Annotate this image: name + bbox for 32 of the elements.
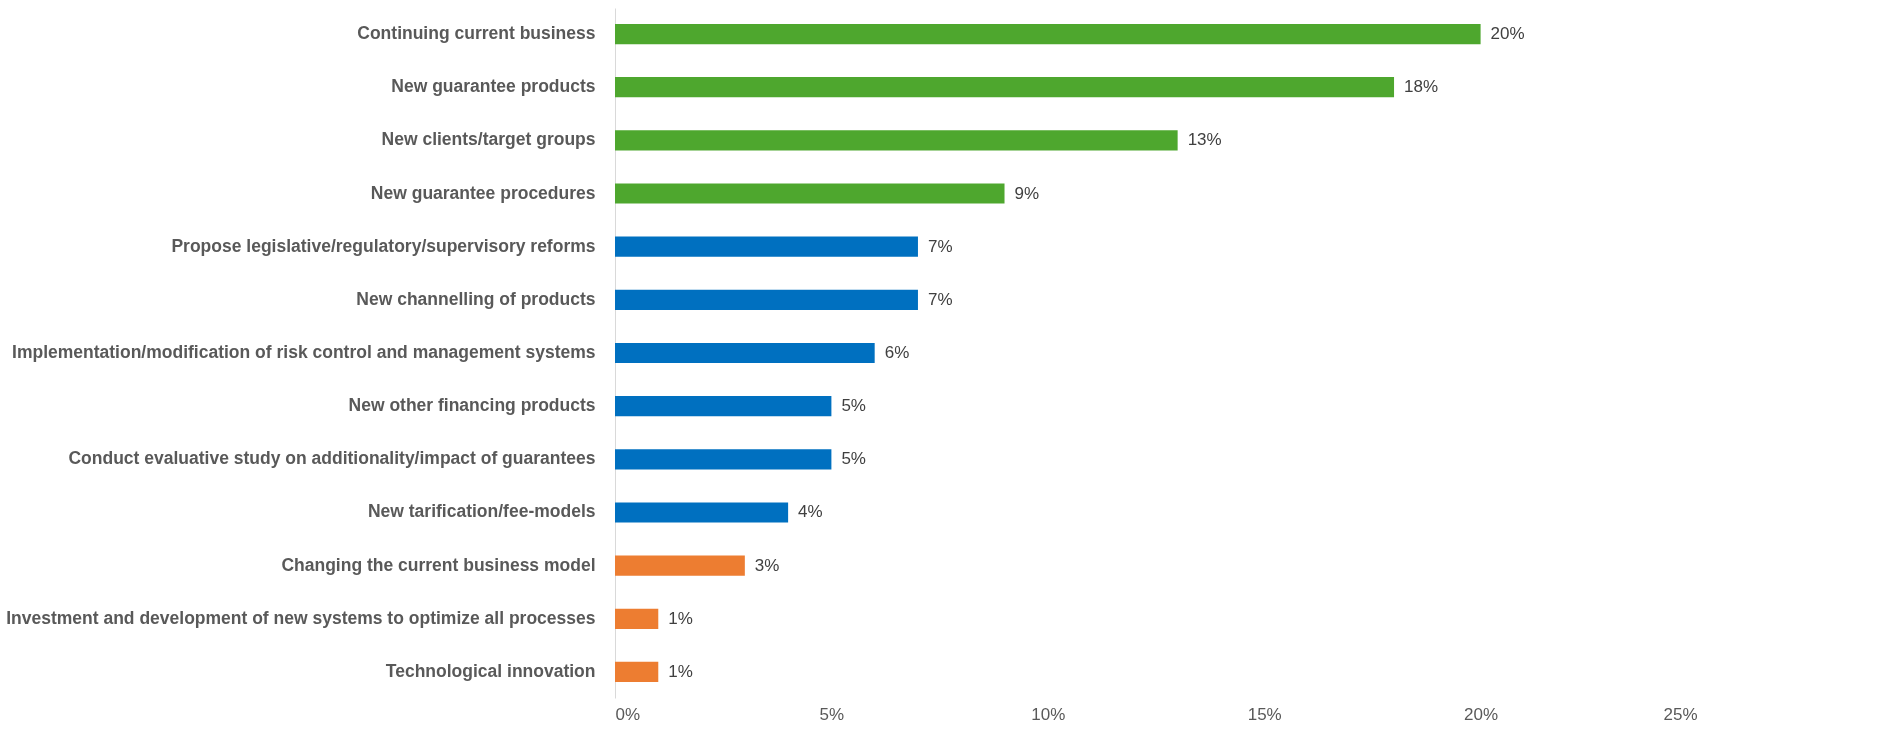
data-label: 1%: [668, 661, 693, 681]
data-label: 5%: [841, 396, 866, 416]
data-label: 3%: [754, 555, 780, 575]
data-label: 20%: [1490, 24, 1525, 44]
y-tick-label: New tarification/fee-models: [367, 501, 596, 522]
data-label: 9%: [1014, 183, 1040, 203]
x-tick-label: 5%: [819, 704, 845, 724]
data-label: 7%: [927, 289, 953, 309]
data-label: 7%: [927, 236, 953, 256]
y-tick-label: Investment and development of new systems to optimize all processes: [6, 607, 596, 628]
y-tick-label: Continuing current business: [357, 23, 596, 44]
data-label: 18%: [1404, 77, 1439, 97]
y-tick-label: Implementation/modification of risk control and management systems: [12, 342, 596, 362]
y-tick-label: New channelling of products: [356, 288, 596, 309]
data-label: 4%: [798, 502, 823, 522]
data-label: 5%: [841, 449, 866, 469]
y-tick-label: Conduct evaluative study on additionality/impact of guarantees: [68, 448, 596, 469]
x-tick-label: 25%: [1663, 704, 1698, 724]
x-tick-label: 20%: [1464, 704, 1499, 724]
x-tick-label: 0%: [615, 704, 641, 724]
x-tick-label: 10%: [1031, 704, 1066, 724]
y-tick-label: Changing the current business model: [281, 554, 596, 575]
y-tick-label: Propose legislative/regulatory/supervisory reforms: [171, 235, 596, 256]
y-tick-label: New guarantee products: [391, 76, 596, 97]
data-label: 13%: [1187, 130, 1222, 150]
y-tick-label: New guarantee procedures: [370, 182, 596, 203]
data-label: 6%: [884, 343, 910, 362]
y-tick-label: New other financing products: [348, 395, 596, 416]
data-label: 1%: [668, 608, 693, 628]
y-tick-label: New clients/target groups: [381, 129, 596, 150]
x-tick-label: 15%: [1247, 704, 1282, 724]
y-tick-label: Technological innovation: [385, 660, 596, 681]
